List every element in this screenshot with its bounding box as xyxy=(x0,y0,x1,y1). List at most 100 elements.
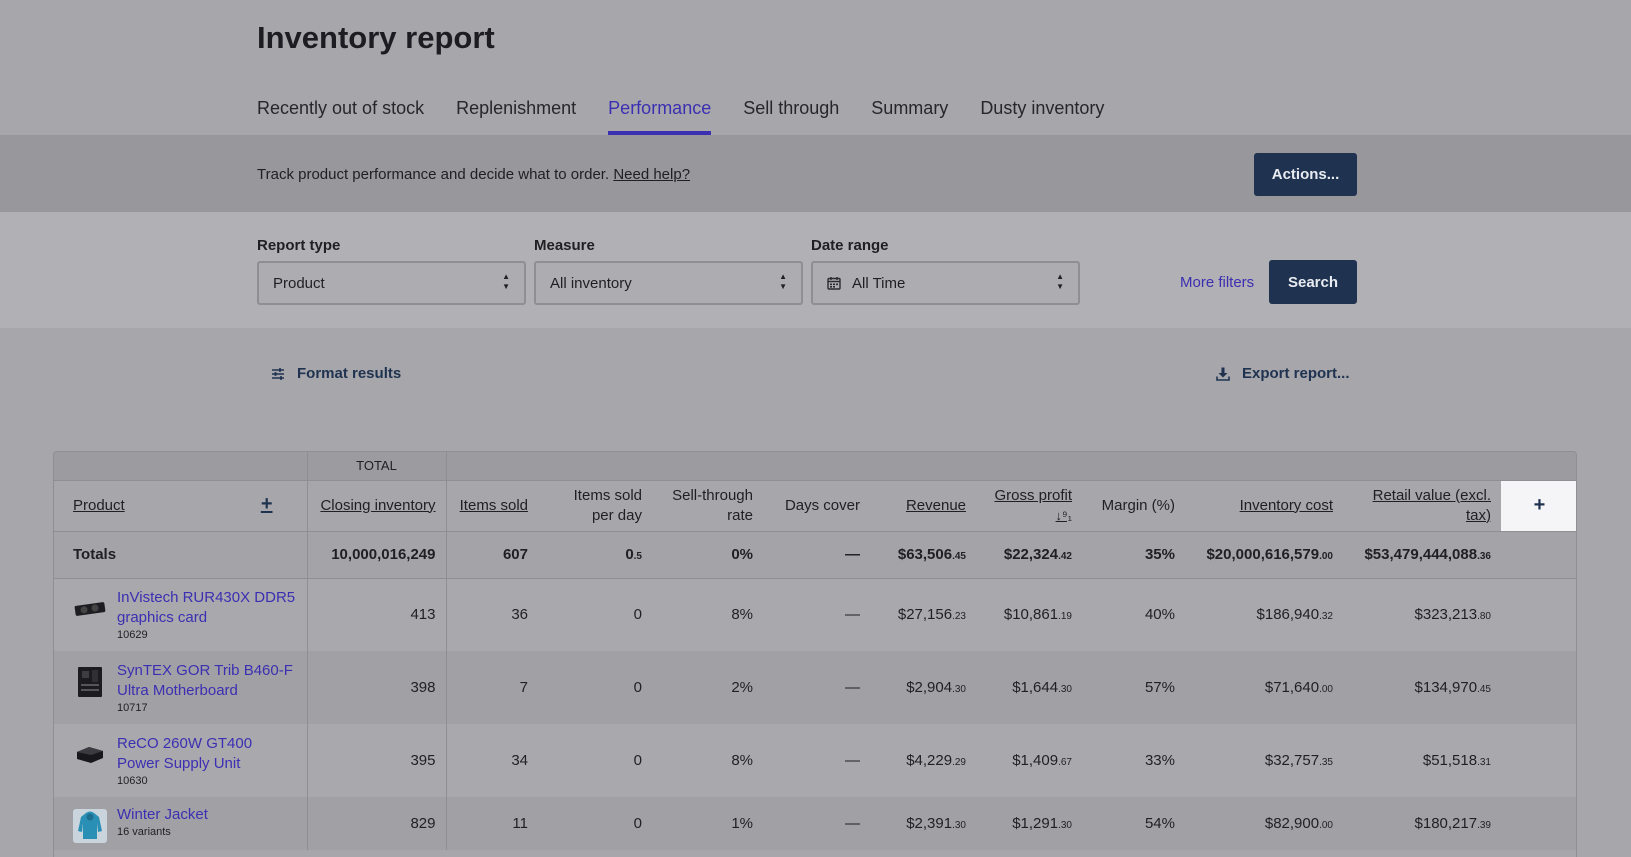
totals-revenue-dec: .45 xyxy=(952,551,966,562)
totals-items-sold-per-day: 0.5 xyxy=(538,531,652,579)
cell-revenue: $2,904.30 xyxy=(870,651,976,724)
cell-items-sold: 36 xyxy=(446,578,538,651)
cell-items-sold: 34 xyxy=(446,724,538,797)
totals-gross-profit: $22,324.42 xyxy=(976,531,1082,579)
add-grouping-plus-icon[interactable]: + xyxy=(260,492,273,515)
need-help-link[interactable]: Need help? xyxy=(613,166,691,183)
totals-revenue-int: $63,506 xyxy=(897,546,953,563)
product-sku: 10717 xyxy=(117,701,148,714)
cell-spacer xyxy=(1501,724,1576,797)
cell-revenue-int: $4,229 xyxy=(906,752,953,769)
export-report-button[interactable]: Export report... xyxy=(1216,365,1350,382)
cell-items-sold-per-day: 0 xyxy=(538,797,652,850)
cell-items-sold: 11 xyxy=(446,797,538,850)
cell-closing-inventory: 413 xyxy=(307,578,447,651)
tab-performance[interactable]: Performance xyxy=(608,98,712,135)
select-arrows-icon: ▲ ▼ xyxy=(1056,272,1064,291)
totals-revenue: $63,506.45 xyxy=(870,531,976,579)
report-type-select[interactable]: Product ▲ ▼ xyxy=(257,261,526,305)
cell-spacer xyxy=(1501,578,1576,651)
cell-retail-value-dec: .39 xyxy=(1477,820,1491,831)
cell-gross-profit: $1,291.30 xyxy=(976,797,1082,850)
add-column-button[interactable]: + xyxy=(1501,480,1576,532)
page-title: Inventory report xyxy=(257,20,495,55)
cell-inventory-cost-dec: .35 xyxy=(1319,757,1333,768)
date-range-filter: Date range All Time ▲ ▼ xyxy=(811,237,1080,305)
cell-items-sold: 7 xyxy=(446,651,538,724)
product-link[interactable]: SynTEX GOR Trib B460-F Ultra Motherboard xyxy=(117,661,293,699)
cell-retail-value-int: $323,213 xyxy=(1414,606,1478,624)
cell-gross-profit-dec: .67 xyxy=(1058,757,1072,768)
format-results-button[interactable]: Format results xyxy=(271,365,401,382)
tab-replenishment[interactable]: Replenishment xyxy=(456,98,577,118)
column-revenue[interactable]: Revenue xyxy=(870,480,976,532)
column-gross-profit[interactable]: Gross profit ↓⁹₁ xyxy=(976,480,1082,532)
group-header-spacer xyxy=(446,452,1576,481)
cell-gross-profit: $1,409.67 xyxy=(976,724,1082,797)
cell-gross-profit-dec: .30 xyxy=(1058,684,1072,695)
cell-gross-profit-int: $10,861 xyxy=(1003,606,1059,624)
product-link[interactable]: Winter Jacket xyxy=(117,805,208,823)
cell-spacer xyxy=(1501,797,1576,850)
totals-retail-value: $53,479,444,088.36 xyxy=(1343,531,1501,579)
cell-retail-value: $180,217.39 xyxy=(1343,797,1501,850)
group-header-row: TOTAL xyxy=(54,452,1576,481)
cell-retail-value-int: $134,970 xyxy=(1414,679,1478,696)
totals-items-sold: 607 xyxy=(446,531,538,579)
measure-select[interactable]: All inventory ▲ ▼ xyxy=(534,261,803,305)
column-product-label[interactable]: Product xyxy=(73,496,125,514)
cell-closing-inventory: 829 xyxy=(307,797,447,850)
column-closing-inventory[interactable]: Closing inventory xyxy=(307,480,447,532)
cell-spacer xyxy=(1501,651,1576,724)
cell-gross-profit-dec: .19 xyxy=(1058,611,1072,623)
cell-margin: 40% xyxy=(1082,578,1185,651)
date-range-select[interactable]: All Time ▲ ▼ xyxy=(811,261,1080,305)
report-tabs: Recently out of stock Replenishment Perf… xyxy=(257,98,1104,135)
power-supply-icon xyxy=(73,738,107,772)
cell-inventory-cost-int: $186,940 xyxy=(1256,606,1320,624)
cell-sell-through-rate: 8% xyxy=(652,578,763,651)
totals-label: Totals xyxy=(54,531,308,579)
motherboard-icon xyxy=(73,665,107,699)
totals-retail-value-int: $53,479,444,088 xyxy=(1364,546,1478,563)
product-cell: Winter Jacket 16 variants xyxy=(54,797,308,850)
cell-margin: 54% xyxy=(1082,797,1185,850)
cell-inventory-cost-dec: .00 xyxy=(1319,684,1333,695)
tab-sell-through[interactable]: Sell through xyxy=(743,98,840,118)
report-type-filter: Report type Product ▲ ▼ xyxy=(257,237,526,305)
more-filters-link[interactable]: More filters xyxy=(1180,274,1255,291)
cell-days-cover: — xyxy=(763,651,870,724)
product-sku: 10629 xyxy=(117,628,148,641)
measure-label: Measure xyxy=(534,237,595,254)
table-row: Winter Jacket 16 variants 829 11 0 1% — … xyxy=(54,797,1576,850)
actions-button[interactable]: Actions... xyxy=(1254,153,1357,196)
column-retail-value-label[interactable]: Retail value (excl. tax) xyxy=(1372,486,1491,524)
product-link[interactable]: InVistech RUR430X DDR5 graphics card xyxy=(117,588,296,626)
column-inventory-cost[interactable]: Inventory cost xyxy=(1185,480,1343,532)
cell-retail-value: $134,970.45 xyxy=(1343,651,1501,724)
cell-retail-value-int: $51,518 xyxy=(1422,752,1478,769)
tab-summary[interactable]: Summary xyxy=(871,98,949,118)
column-gross-profit-label[interactable]: Gross profit xyxy=(994,486,1072,504)
column-items-sold-label[interactable]: Items sold xyxy=(459,496,528,514)
column-items-sold[interactable]: Items sold xyxy=(446,480,538,532)
totals-closing-inventory: 10,000,016,249 xyxy=(307,531,447,579)
cell-retail-value-dec: .80 xyxy=(1477,611,1491,623)
column-closing-inventory-label[interactable]: Closing inventory xyxy=(320,496,436,514)
tab-dusty-inventory[interactable]: Dusty inventory xyxy=(980,98,1105,118)
column-inventory-cost-label[interactable]: Inventory cost xyxy=(1239,496,1333,514)
product-link[interactable]: ReCO 260W GT400 Power Supply Unit xyxy=(117,734,253,772)
select-arrows-icon: ▲ ▼ xyxy=(502,272,510,291)
search-button[interactable]: Search xyxy=(1269,260,1357,304)
totals-row: Totals 10,000,016,249 607 0.5 0% — $63,5… xyxy=(54,531,1576,579)
column-retail-value[interactable]: Retail value (excl. tax) xyxy=(1343,480,1501,532)
help-band xyxy=(0,135,1631,212)
totals-sell-through-rate: 0% xyxy=(652,531,763,579)
measure-value: All inventory xyxy=(550,274,632,292)
cell-revenue-dec: .30 xyxy=(952,820,966,831)
help-text: Track product performance and decide wha… xyxy=(257,166,690,183)
column-product[interactable]: Product + xyxy=(54,480,308,532)
column-revenue-label[interactable]: Revenue xyxy=(905,496,966,514)
cell-margin: 33% xyxy=(1082,724,1185,797)
tab-recently-out-of-stock[interactable]: Recently out of stock xyxy=(257,98,425,118)
